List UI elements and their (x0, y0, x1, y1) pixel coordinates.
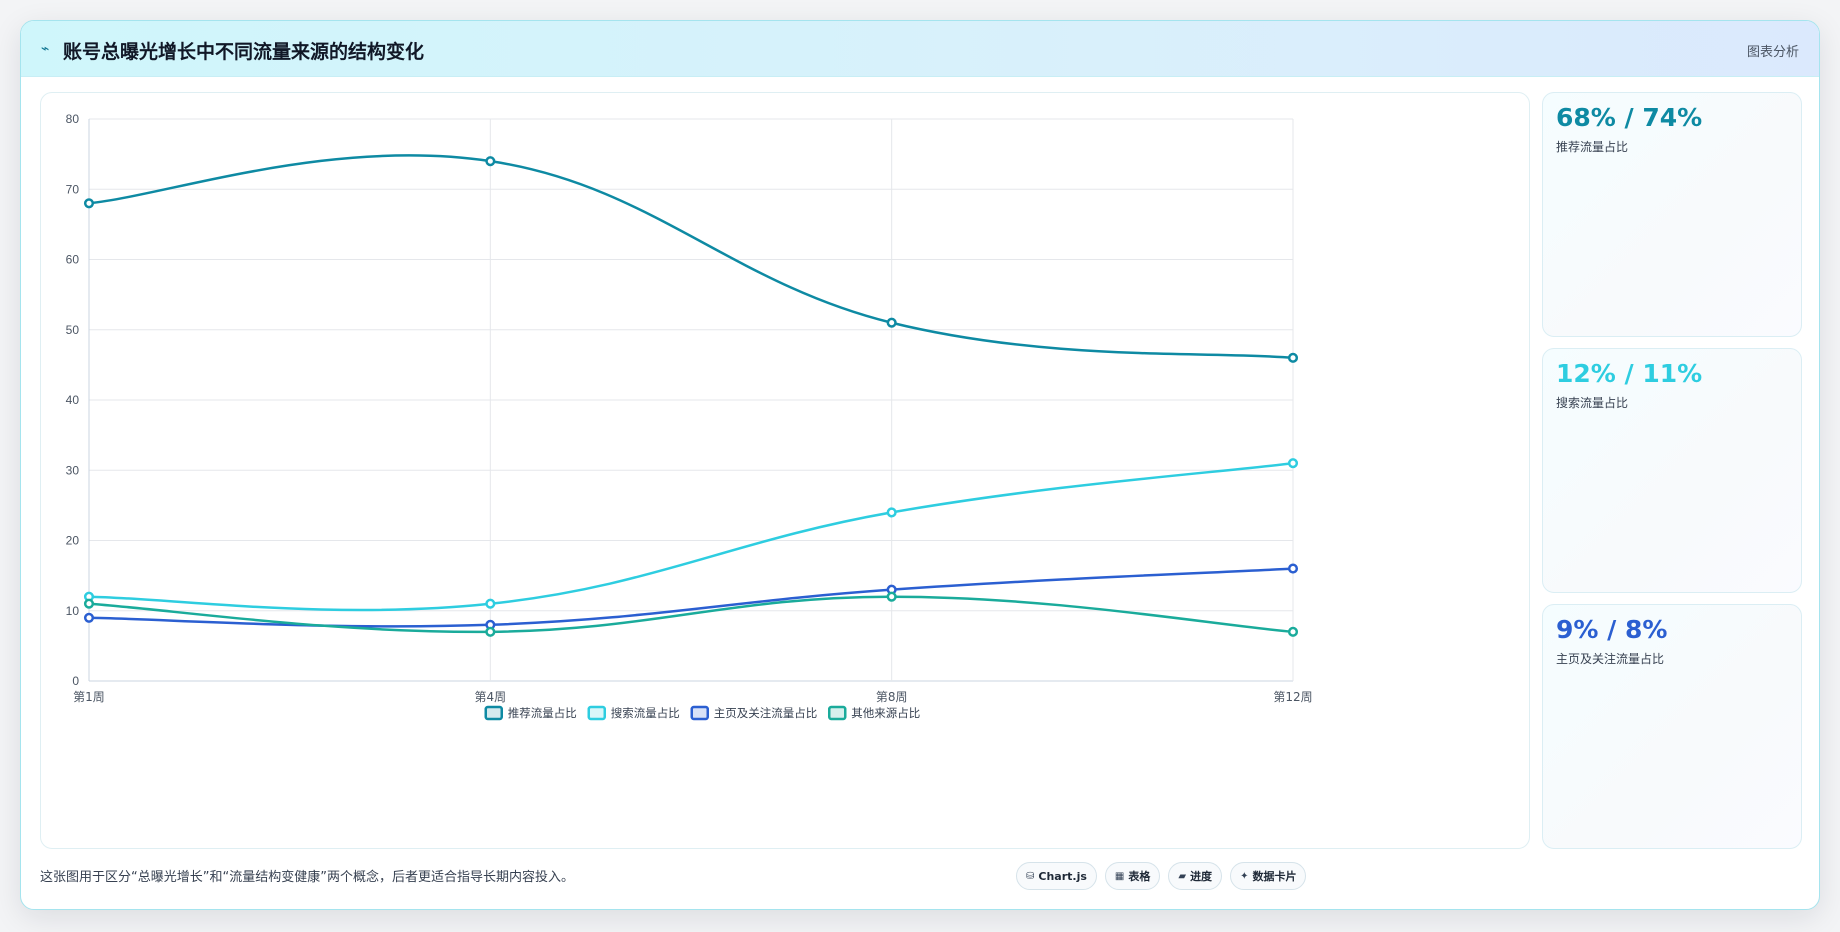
data-point (83, 598, 95, 609)
card-header: ⌁ 账号总曝光增长中不同流量来源的结构变化 图表分析 (21, 21, 1819, 77)
data-point (485, 626, 496, 637)
chip-data-card[interactable]: ✦ 数据卡片 (1230, 862, 1307, 890)
data-point (485, 598, 496, 609)
x-tick-label: 第1周 (73, 690, 105, 704)
data-point (485, 156, 496, 167)
y-tick-label: 30 (66, 463, 80, 477)
y-tick-label: 20 (66, 534, 80, 548)
stat-value: 68% / 74% (1556, 103, 1703, 132)
stat-card-search: 12% / 11% 搜索流量占比 (1542, 348, 1802, 593)
chip-progress[interactable]: ▰ 进度 (1168, 862, 1223, 890)
stat-card-recommend: 68% / 74% 推荐流量占比 (1542, 92, 1802, 337)
chip-table[interactable]: ▦ 表格 (1104, 862, 1161, 890)
legend-swatch (828, 705, 847, 721)
data-point (1287, 563, 1299, 574)
legend-swatch (484, 705, 503, 721)
series-line-1 (88, 461, 1294, 612)
chip-label: 进度 (1190, 870, 1213, 883)
stat-value: 12% / 11% (1556, 359, 1703, 388)
y-tick-label: 80 (66, 112, 80, 126)
stat-value: 9% / 8% (1556, 615, 1668, 644)
data-point (1287, 458, 1299, 469)
x-tick-label: 第12周 (1273, 690, 1312, 704)
x-tick-label: 第4周 (475, 690, 507, 704)
legend-label: 主页及关注流量占比 (714, 706, 818, 720)
series-line-0 (88, 154, 1294, 360)
series-line-3 (88, 595, 1294, 634)
chip-label: 表格 (1128, 870, 1151, 883)
tech-chips: ⛁ Chart.js ▦ 表格 ▰ 进度 ✦ 数据卡片 (1016, 862, 1307, 890)
chip-chartjs[interactable]: ⛁ Chart.js (1016, 862, 1097, 890)
data-point (886, 591, 897, 602)
y-tick-label: 50 (66, 323, 80, 337)
y-tick-label: 40 (66, 393, 80, 407)
stat-label: 推荐流量占比 (1556, 140, 1629, 154)
sparkle-icon: ✦ (1240, 870, 1249, 882)
footer-note: 这张图用于区分“总曝光增长”和“流量结构变健康”两个概念，后者更适合指导长期内容… (40, 870, 574, 885)
stat-label: 主页及关注流量占比 (1556, 652, 1665, 666)
data-point (83, 612, 95, 623)
data-point (83, 198, 95, 209)
stat-label: 搜索流量占比 (1556, 396, 1629, 410)
legend-label: 其他来源占比 (851, 706, 920, 720)
data-point (1287, 352, 1299, 363)
chip-label: 数据卡片 (1252, 870, 1297, 883)
table-icon: ▦ (1114, 870, 1125, 882)
chip-label: Chart.js (1038, 869, 1087, 883)
x-tick-label: 第8周 (876, 690, 908, 704)
chart-card: ⌁ 账号总曝光增长中不同流量来源的结构变化 图表分析 0 10 20 30 40 50 60… (20, 20, 1820, 910)
stat-card-home-follow: 9% / 8% 主页及关注流量占比 (1542, 604, 1802, 849)
chart-panel: 0 10 20 30 40 50 60 70 80 第1周 第4周 第8周 第12周推荐流量占比 搜索流量… (40, 92, 1530, 849)
data-point (886, 317, 897, 328)
line-chart-icon: ⌁ (41, 41, 50, 57)
y-tick-label: 0 (72, 674, 79, 688)
progress-icon: ▰ (1178, 870, 1187, 882)
page-title: 账号总曝光增长中不同流量来源的结构变化 (63, 41, 425, 63)
legend-label: 推荐流量占比 (508, 706, 577, 720)
y-tick-label: 10 (66, 604, 80, 618)
data-point (1287, 626, 1299, 637)
database-icon: ⛁ (1026, 870, 1035, 882)
data-point (886, 507, 897, 518)
legend-swatch (690, 705, 709, 721)
chart-analysis-tag: 图表分析 (1746, 45, 1799, 60)
series-line-2 (88, 567, 1294, 628)
legend-label: 搜索流量占比 (611, 706, 680, 720)
y-tick-label: 70 (66, 182, 80, 196)
y-tick-label: 60 (66, 253, 80, 267)
legend-swatch (587, 705, 606, 721)
